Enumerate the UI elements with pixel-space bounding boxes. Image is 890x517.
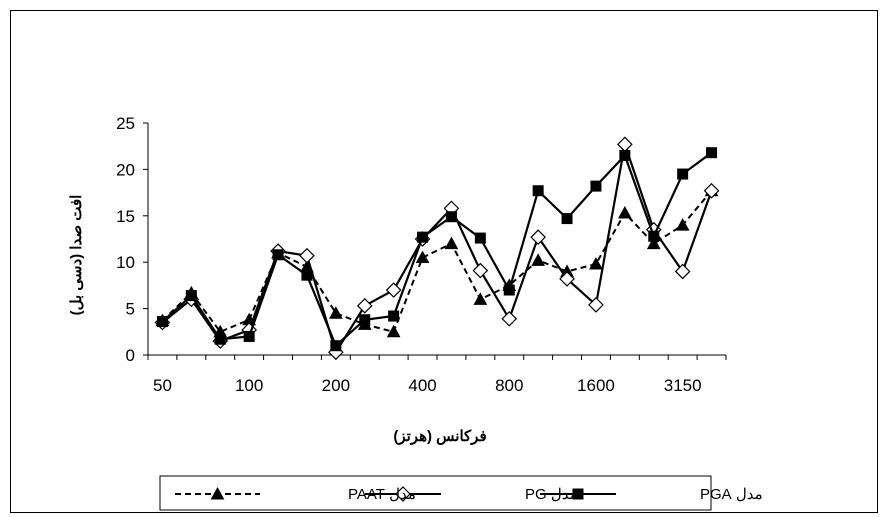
data-point xyxy=(385,282,402,298)
chart-axes: 0 5 10 15 20 25 50 100 200 400 800 1600 3150 xyxy=(116,114,727,395)
data-point xyxy=(444,236,459,250)
data-point xyxy=(243,330,255,342)
data-point xyxy=(648,230,660,242)
y-tick-label: 5 xyxy=(126,300,135,319)
series-square xyxy=(156,147,718,352)
x-tick-label: 100 xyxy=(235,376,263,395)
series-layer xyxy=(154,136,720,361)
data-point xyxy=(329,306,343,319)
data-point xyxy=(706,147,718,159)
y-tick-label: 10 xyxy=(116,253,135,272)
data-point xyxy=(617,136,633,153)
y-tick-label: 15 xyxy=(116,207,135,226)
data-point xyxy=(299,247,315,264)
legend-swatch-marker xyxy=(395,486,411,502)
chart-frame xyxy=(10,10,878,513)
data-point xyxy=(472,262,489,279)
data-point xyxy=(501,310,518,327)
x-tick-label: 3150 xyxy=(664,376,702,395)
data-point xyxy=(589,257,603,270)
data-point xyxy=(677,168,689,180)
data-point xyxy=(474,232,486,244)
x-tick-label: 200 xyxy=(322,376,350,395)
chart-legend: مدل PGA مدل PG مدل PAAT xyxy=(159,475,763,511)
data-point xyxy=(561,213,573,225)
data-point xyxy=(675,218,690,231)
legend-label: مدل PGA xyxy=(700,486,763,503)
legend-label: مدل PG xyxy=(525,486,578,503)
data-point xyxy=(214,333,226,345)
x-axis-label: فرکانس (هرتز) xyxy=(393,428,486,445)
legend-swatch-marker xyxy=(210,486,225,500)
legend-item: مدل PGA xyxy=(540,486,763,503)
legend-item: مدل PAAT xyxy=(175,486,416,503)
data-point xyxy=(531,253,545,266)
y-axis-label: افت صدا (دسی بل) xyxy=(68,195,85,316)
data-point xyxy=(703,182,720,199)
x-tick-label: 800 xyxy=(495,376,523,395)
legend-label: مدل PAAT xyxy=(348,486,416,503)
series-line xyxy=(161,143,713,355)
legend-swatch-marker xyxy=(572,488,584,500)
data-point xyxy=(618,205,632,219)
data-point xyxy=(530,229,546,245)
data-point xyxy=(388,310,400,322)
data-point xyxy=(415,250,430,264)
legend-item: مدل PG xyxy=(365,486,578,503)
data-point xyxy=(272,249,284,261)
y-tick-label: 20 xyxy=(116,160,135,179)
data-point xyxy=(559,271,575,287)
data-point xyxy=(619,149,631,161)
data-point xyxy=(588,297,604,313)
x-tick-label: 50 xyxy=(153,376,172,395)
series-line xyxy=(161,151,713,348)
data-point xyxy=(646,236,661,250)
data-point xyxy=(590,180,602,192)
data-point xyxy=(185,290,197,302)
data-point xyxy=(301,269,313,281)
data-point xyxy=(359,314,371,326)
x-tick-label: 400 xyxy=(408,376,436,395)
y-tick-label: 25 xyxy=(116,114,135,133)
data-point xyxy=(386,324,401,338)
series-line xyxy=(161,190,713,334)
data-point xyxy=(330,340,342,352)
data-point xyxy=(417,231,429,243)
data-point xyxy=(156,316,168,328)
data-point xyxy=(532,185,544,197)
data-point xyxy=(473,292,488,305)
data-point xyxy=(356,297,373,314)
data-point xyxy=(445,211,457,223)
data-point xyxy=(503,284,515,296)
y-tick-label: 0 xyxy=(126,346,135,365)
x-tick-label: 1600 xyxy=(577,376,615,395)
data-point xyxy=(674,263,691,280)
series-diamond xyxy=(154,136,720,361)
series-triangle xyxy=(155,183,719,338)
